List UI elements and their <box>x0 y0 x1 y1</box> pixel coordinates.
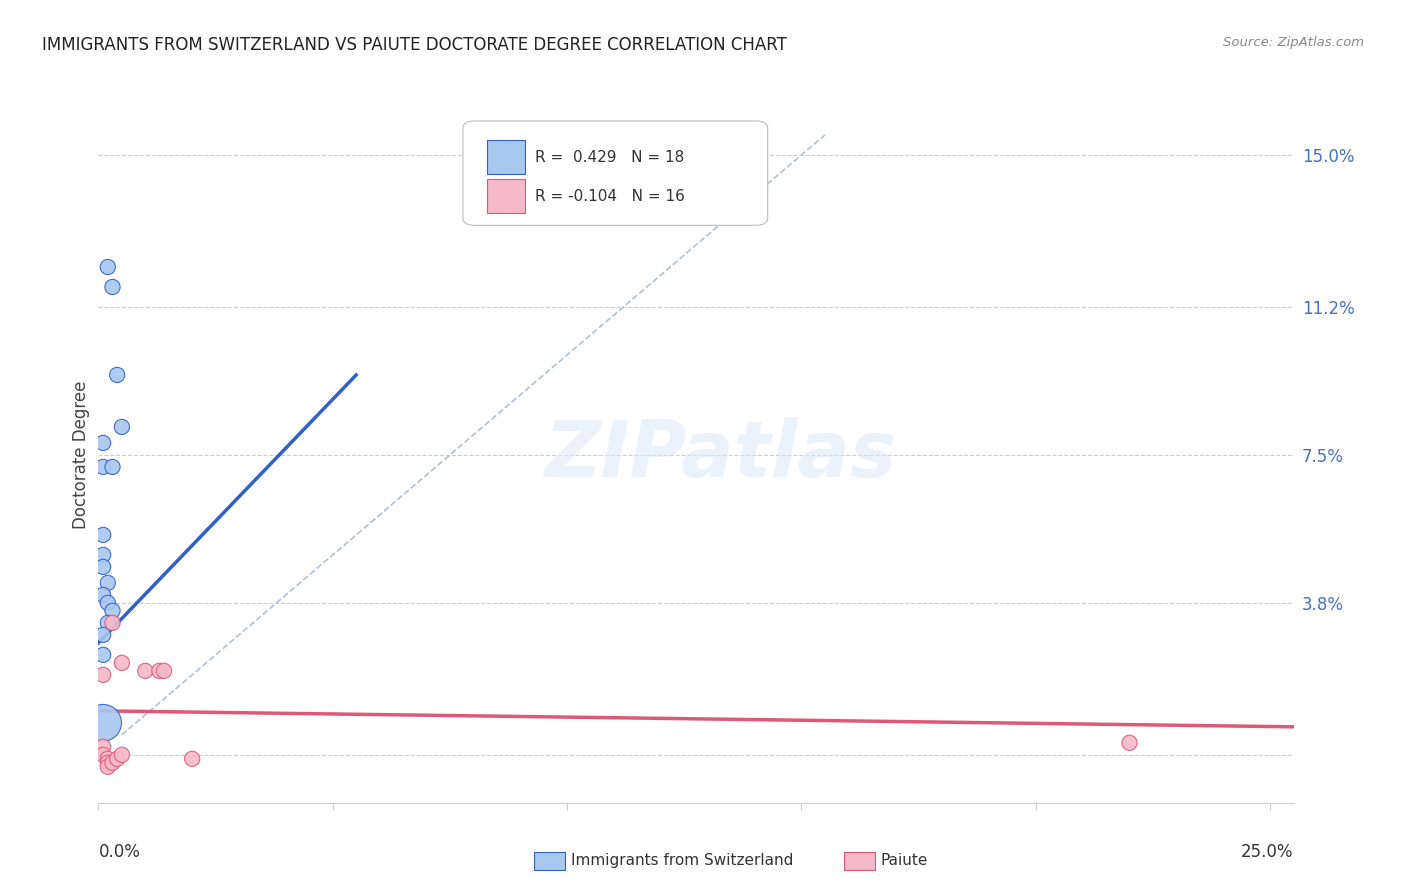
Point <box>153 664 176 678</box>
Point <box>111 420 134 434</box>
FancyBboxPatch shape <box>463 121 768 226</box>
Text: Immigrants from Switzerland: Immigrants from Switzerland <box>571 854 793 868</box>
Point <box>111 656 134 670</box>
Point <box>91 436 114 450</box>
Point <box>91 548 114 562</box>
Point <box>101 615 124 630</box>
Point <box>105 752 128 766</box>
Point <box>105 368 128 382</box>
Point <box>111 747 134 762</box>
Point <box>97 615 120 630</box>
Point <box>1118 736 1140 750</box>
Point <box>97 756 120 770</box>
Point <box>91 560 114 574</box>
FancyBboxPatch shape <box>486 179 524 213</box>
Text: 0.0%: 0.0% <box>98 843 141 861</box>
FancyBboxPatch shape <box>486 140 524 174</box>
Point <box>91 459 114 474</box>
Text: Source: ZipAtlas.com: Source: ZipAtlas.com <box>1223 36 1364 49</box>
Point <box>181 752 204 766</box>
Point <box>101 604 124 618</box>
Point <box>97 760 120 774</box>
Text: R = -0.104   N = 16: R = -0.104 N = 16 <box>534 188 685 203</box>
Text: R =  0.429   N = 18: R = 0.429 N = 18 <box>534 150 683 165</box>
Point <box>91 628 114 642</box>
Point <box>97 260 120 274</box>
Point <box>97 575 120 590</box>
Point <box>91 588 114 602</box>
Point <box>91 715 114 730</box>
Text: 25.0%: 25.0% <box>1241 843 1294 861</box>
Point <box>101 756 124 770</box>
Point <box>91 528 114 542</box>
Point <box>134 664 156 678</box>
Point <box>101 280 124 294</box>
Point <box>97 752 120 766</box>
Text: Paiute: Paiute <box>880 854 928 868</box>
Text: ZIPatlas: ZIPatlas <box>544 417 896 493</box>
Point <box>101 459 124 474</box>
Point <box>97 596 120 610</box>
Point <box>91 747 114 762</box>
Point <box>91 739 114 754</box>
Point <box>91 668 114 682</box>
Point <box>148 664 170 678</box>
Text: IMMIGRANTS FROM SWITZERLAND VS PAIUTE DOCTORATE DEGREE CORRELATION CHART: IMMIGRANTS FROM SWITZERLAND VS PAIUTE DO… <box>42 36 787 54</box>
Point <box>91 648 114 662</box>
Y-axis label: Doctorate Degree: Doctorate Degree <box>72 381 90 529</box>
